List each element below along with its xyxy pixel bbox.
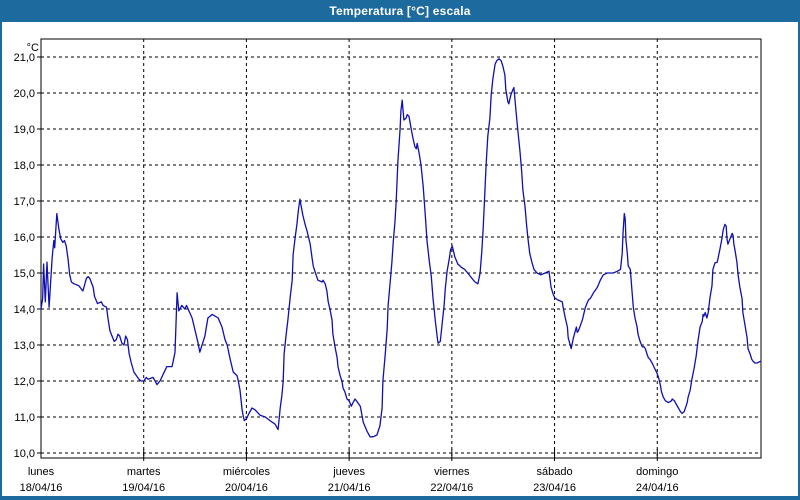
title-bar: Temperatura [°C] escala <box>0 0 800 22</box>
chart-area <box>2 22 798 496</box>
chart-title: Temperatura [°C] escala <box>329 4 471 18</box>
